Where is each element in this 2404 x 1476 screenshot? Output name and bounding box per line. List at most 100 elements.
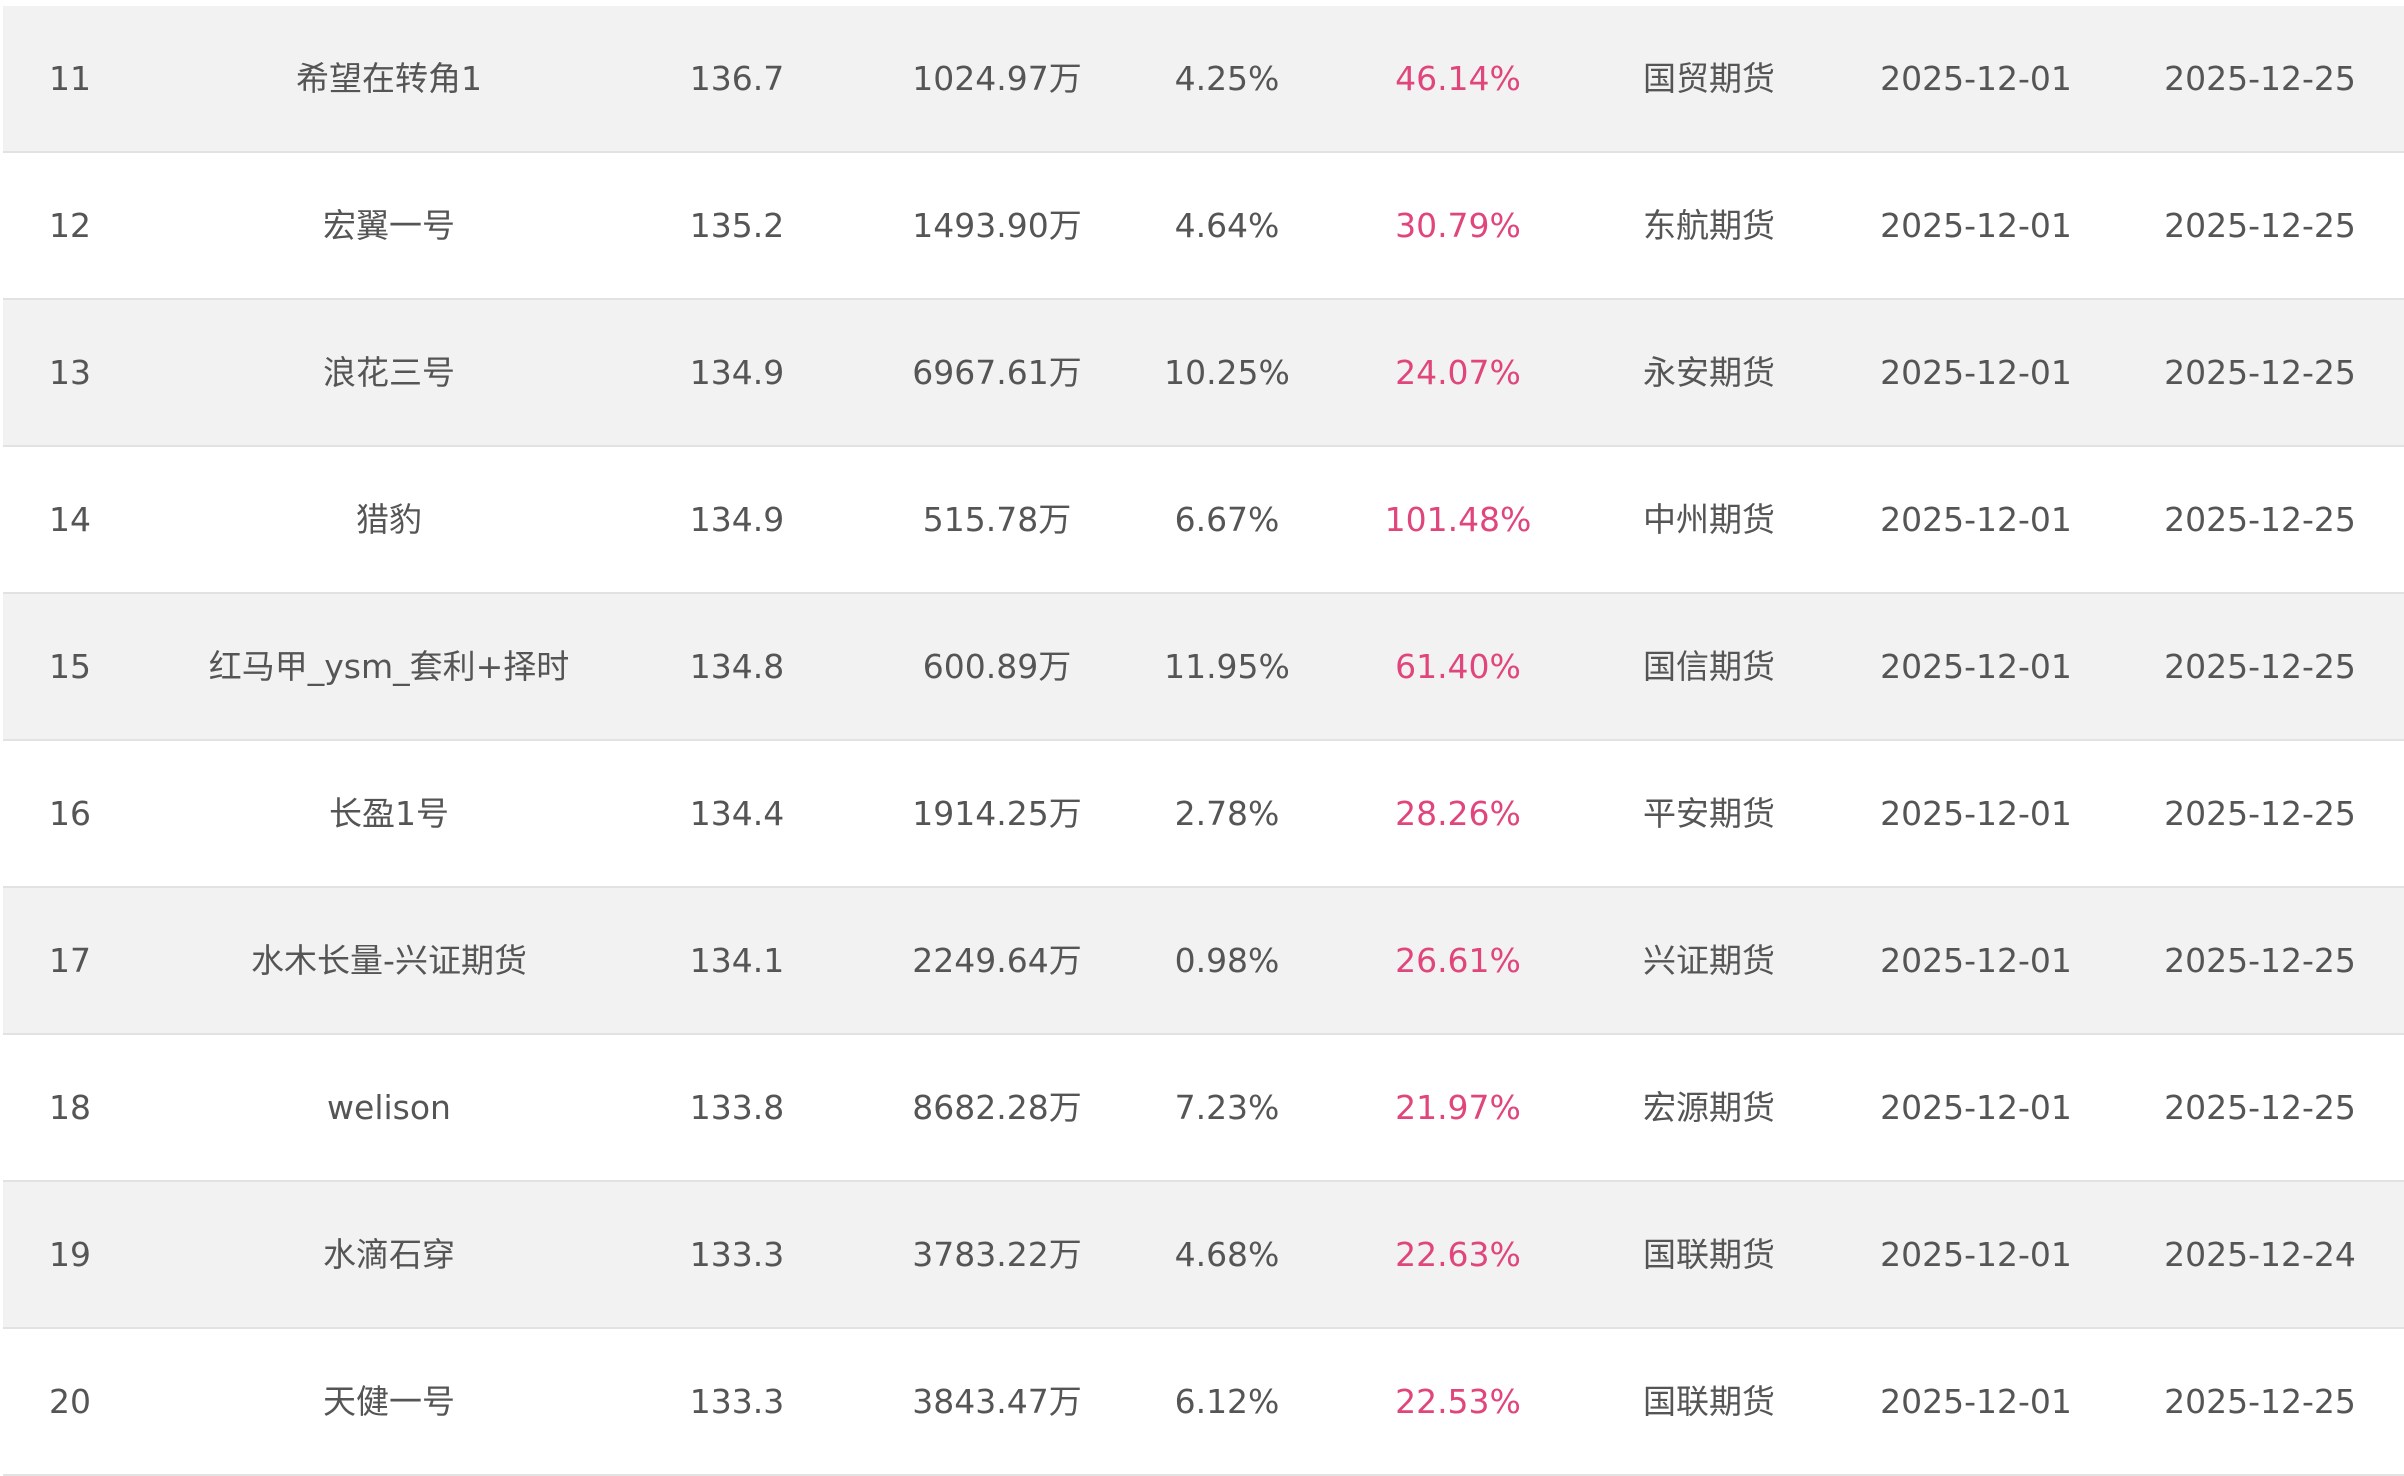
cell-start: 2025-12-01 (1880, 647, 2072, 686)
cell-return: 101.48% (1384, 500, 1532, 539)
cell-equity: 515.78万 (922, 500, 1072, 539)
cell-drawdown: 7.23% (1174, 1088, 1280, 1127)
cell-broker: 国信期货 (1643, 647, 1775, 686)
cell-equity: 1914.25万 (912, 794, 1082, 833)
cell-end: 2025-12-25 (2164, 206, 2356, 245)
table-row[interactable]: 15 红马甲_ysm_套利+择时 134.8 600.89万 11.95% 61.40% 国… (3, 594, 2404, 741)
cell-broker: 兴证期货 (1643, 941, 1775, 980)
cell-score: 134.9 (689, 353, 785, 392)
cell-broker: 永安期货 (1643, 353, 1775, 392)
cell-return: 46.14% (1395, 59, 1521, 98)
cell-score: 136.7 (689, 59, 785, 98)
cell-drawdown: 11.95% (1164, 647, 1290, 686)
cell-end: 2025-12-25 (2164, 647, 2356, 686)
cell-rank: 15 (49, 647, 91, 686)
cell-score: 134.9 (689, 500, 785, 539)
cell-rank: 16 (49, 794, 91, 833)
cell-score: 133.3 (689, 1382, 785, 1421)
cell-broker: 国贸期货 (1643, 59, 1775, 98)
ranking-table: 11 希望在转角1 136.7 1024.97万 4.25% 46.14% 国贸期货 2025… (3, 6, 2404, 1476)
cell-broker: 东航期货 (1643, 206, 1775, 245)
cell-name: 水木长量-兴证期货 (251, 941, 527, 980)
cell-name: 水滴石穿 (323, 1235, 455, 1274)
cell-equity: 1493.90万 (912, 206, 1082, 245)
cell-start: 2025-12-01 (1880, 1235, 2072, 1274)
cell-score: 134.1 (689, 941, 785, 980)
cell-rank: 19 (49, 1235, 91, 1274)
cell-end: 2025-12-25 (2164, 794, 2356, 833)
cell-rank: 11 (49, 59, 91, 98)
cell-score: 133.3 (689, 1235, 785, 1274)
cell-drawdown: 4.68% (1174, 1235, 1280, 1274)
cell-start: 2025-12-01 (1880, 500, 2072, 539)
table-row[interactable]: 16 长盈1号 134.4 1914.25万 2.78% 28.26% 平安期货 2025-1… (3, 741, 2404, 888)
cell-return: 28.26% (1395, 794, 1521, 833)
cell-start: 2025-12-01 (1880, 1382, 2072, 1421)
cell-broker: 中州期货 (1643, 500, 1775, 539)
cell-return: 26.61% (1395, 941, 1521, 980)
cell-broker: 宏源期货 (1643, 1088, 1775, 1127)
table-row[interactable]: 12 宏翼一号 135.2 1493.90万 4.64% 30.79% 东航期货 2025-1… (3, 153, 2404, 300)
cell-equity: 3783.22万 (912, 1235, 1082, 1274)
cell-name: 天健一号 (323, 1382, 455, 1421)
cell-drawdown: 4.25% (1174, 59, 1280, 98)
cell-end: 2025-12-25 (2164, 59, 2356, 98)
cell-end: 2025-12-25 (2164, 353, 2356, 392)
cell-broker: 国联期货 (1643, 1235, 1775, 1274)
cell-start: 2025-12-01 (1880, 941, 2072, 980)
cell-end: 2025-12-25 (2164, 500, 2356, 539)
table-row[interactable]: 11 希望在转角1 136.7 1024.97万 4.25% 46.14% 国贸期货 2025… (3, 6, 2404, 153)
cell-return: 61.40% (1395, 647, 1521, 686)
cell-equity: 2249.64万 (912, 941, 1082, 980)
cell-name: welison (327, 1088, 451, 1127)
cell-end: 2025-12-25 (2164, 941, 2356, 980)
cell-broker: 平安期货 (1643, 794, 1775, 833)
table-row[interactable]: 20 天健一号 133.3 3843.47万 6.12% 22.53% 国联期货 2025-1… (3, 1329, 2404, 1476)
cell-return: 21.97% (1395, 1088, 1521, 1127)
cell-start: 2025-12-01 (1880, 1088, 2072, 1127)
cell-name: 希望在转角1 (296, 59, 482, 98)
cell-name: 长盈1号 (329, 794, 449, 833)
cell-score: 135.2 (689, 206, 785, 245)
cell-equity: 600.89万 (922, 647, 1072, 686)
cell-equity: 3843.47万 (912, 1382, 1082, 1421)
table-row[interactable]: 17 水木长量-兴证期货 134.1 2249.64万 0.98% 26.61% 兴证期货 2… (3, 888, 2404, 1035)
cell-return: 22.63% (1395, 1235, 1521, 1274)
cell-name: 猎豹 (356, 500, 422, 539)
cell-score: 134.8 (689, 647, 785, 686)
cell-start: 2025-12-01 (1880, 59, 2072, 98)
cell-end: 2025-12-24 (2164, 1235, 2356, 1274)
table-row[interactable]: 14 猎豹 134.9 515.78万 6.67% 101.48% 中州期货 2025-12-… (3, 447, 2404, 594)
cell-equity: 1024.97万 (912, 59, 1082, 98)
cell-rank: 17 (49, 941, 91, 980)
cell-score: 134.4 (689, 794, 785, 833)
cell-name: 浪花三号 (323, 353, 455, 392)
cell-equity: 8682.28万 (912, 1088, 1082, 1127)
table-row[interactable]: 19 水滴石穿 133.3 3783.22万 4.68% 22.63% 国联期货 2025-1… (3, 1182, 2404, 1329)
cell-return: 24.07% (1395, 353, 1521, 392)
cell-start: 2025-12-01 (1880, 353, 2072, 392)
cell-rank: 12 (49, 206, 91, 245)
cell-drawdown: 6.67% (1174, 500, 1280, 539)
cell-name: 红马甲_ysm_套利+择时 (208, 647, 570, 686)
cell-rank: 14 (49, 500, 91, 539)
cell-end: 2025-12-25 (2164, 1088, 2356, 1127)
cell-drawdown: 2.78% (1174, 794, 1280, 833)
table-row[interactable]: 18 welison 133.8 8682.28万 7.23% 21.97% 宏源期货 202… (3, 1035, 2404, 1182)
cell-drawdown: 0.98% (1174, 941, 1280, 980)
cell-name: 宏翼一号 (323, 206, 455, 245)
cell-start: 2025-12-01 (1880, 206, 2072, 245)
cell-drawdown: 10.25% (1164, 353, 1290, 392)
cell-score: 133.8 (689, 1088, 785, 1127)
cell-return: 30.79% (1395, 206, 1521, 245)
cell-end: 2025-12-25 (2164, 1382, 2356, 1421)
table-row[interactable]: 13 浪花三号 134.9 6967.61万 10.25% 24.07% 永安期货 2025-… (3, 300, 2404, 447)
cell-return: 22.53% (1395, 1382, 1521, 1421)
cell-rank: 13 (49, 353, 91, 392)
cell-rank: 20 (49, 1382, 91, 1421)
cell-start: 2025-12-01 (1880, 794, 2072, 833)
cell-rank: 18 (49, 1088, 91, 1127)
cell-drawdown: 4.64% (1174, 206, 1280, 245)
cell-equity: 6967.61万 (912, 353, 1082, 392)
cell-broker: 国联期货 (1643, 1382, 1775, 1421)
